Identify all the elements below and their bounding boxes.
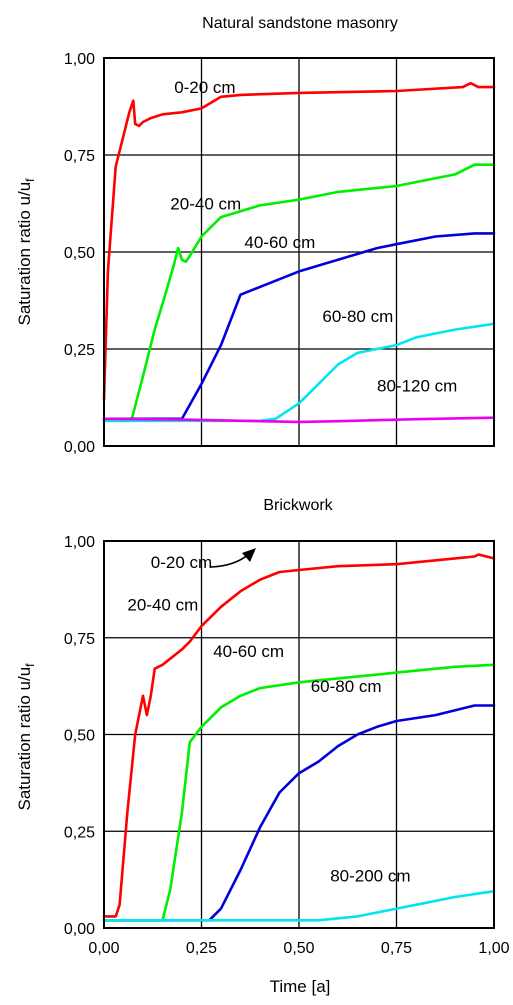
y-axis-label: Saturation ratio u/uf: [15, 178, 37, 326]
y-tick-label: 0,75: [64, 631, 95, 648]
y-axis-label-sub: f: [23, 178, 37, 182]
y-tick-label: 1,00: [64, 534, 95, 551]
tick-labels: 0,00 0,25 0,50 0,75 1,00 0,00 0,25 0,50 0,75 1,00: [64, 534, 510, 957]
series-line: [102, 663, 496, 922]
y-axis-label-main: Saturation ratio u/u: [15, 182, 34, 326]
chart-panel-brickwork: Brickwork Saturation ratio u/uf 0-20 cm 2…: [15, 497, 510, 996]
series-line: [102, 81, 496, 401]
series-line: [102, 163, 496, 423]
annotation-label: 80-200 cm: [330, 867, 410, 886]
y-tick-label: 0,50: [64, 728, 95, 745]
annotation-label: 40-60 cm: [213, 642, 284, 661]
y-axis-label-main: Saturation ratio u/u: [15, 667, 34, 811]
y-tick-label: 0,25: [64, 342, 95, 359]
series-line: [102, 322, 496, 423]
chart-title: Natural sandstone masonry: [202, 15, 398, 32]
x-tick-label: 0,25: [186, 940, 217, 957]
x-axis-label: Time [a]: [270, 977, 331, 996]
x-tick-label: 0,50: [283, 940, 314, 957]
annotation-label: 60-80 cm: [322, 307, 393, 326]
plot-frame: [103, 57, 495, 447]
chart-panel-sandstone: Natural sandstone masonry Saturation rat…: [15, 15, 496, 456]
y-tick-label: 0,75: [64, 148, 95, 165]
annotation-label: 60-80 cm: [311, 677, 382, 696]
series-line: [102, 553, 496, 918]
y-tick-label: 0,00: [64, 921, 95, 938]
tick-labels: 0,00 0,25 0,50 0,75 1,00: [64, 51, 95, 456]
annotation-label: 20-40 cm: [127, 596, 198, 615]
annotation-label: 40-60 cm: [244, 233, 315, 252]
series-line: [102, 416, 496, 424]
annotation-label: 80-120 cm: [377, 377, 457, 396]
annotation-label: 0-20 cm: [151, 553, 212, 572]
series-group: [102, 553, 496, 922]
y-axis-label: Saturation ratio u/uf: [15, 663, 37, 811]
series-group: [102, 81, 496, 424]
grid: [104, 541, 494, 928]
x-tick-label: 1,00: [478, 940, 509, 957]
series-line: [102, 232, 496, 421]
y-tick-label: 0,00: [64, 439, 95, 456]
annotations: 0-20 cm 20-40 cm 40-60 cm 60-80 cm 80-120 cm: [170, 78, 457, 396]
plot-frame: [103, 540, 495, 929]
series-line: [102, 889, 496, 922]
arrow-head-icon: [242, 548, 256, 562]
annotation-label: 20-40 cm: [170, 194, 241, 213]
annotation-arrow: [210, 553, 250, 568]
y-tick-label: 0,50: [64, 245, 95, 262]
series-line: [102, 704, 496, 922]
x-tick-label: 0,00: [88, 940, 119, 957]
annotations: 0-20 cm 20-40 cm 40-60 cm 60-80 cm 80-200 cm: [127, 553, 410, 885]
annotation-label: 0-20 cm: [174, 78, 235, 97]
y-axis-label-sub: f: [23, 663, 37, 667]
y-tick-label: 1,00: [64, 51, 95, 68]
y-tick-label: 0,25: [64, 824, 95, 841]
chart-title: Brickwork: [263, 497, 333, 514]
x-tick-label: 0,75: [381, 940, 412, 957]
